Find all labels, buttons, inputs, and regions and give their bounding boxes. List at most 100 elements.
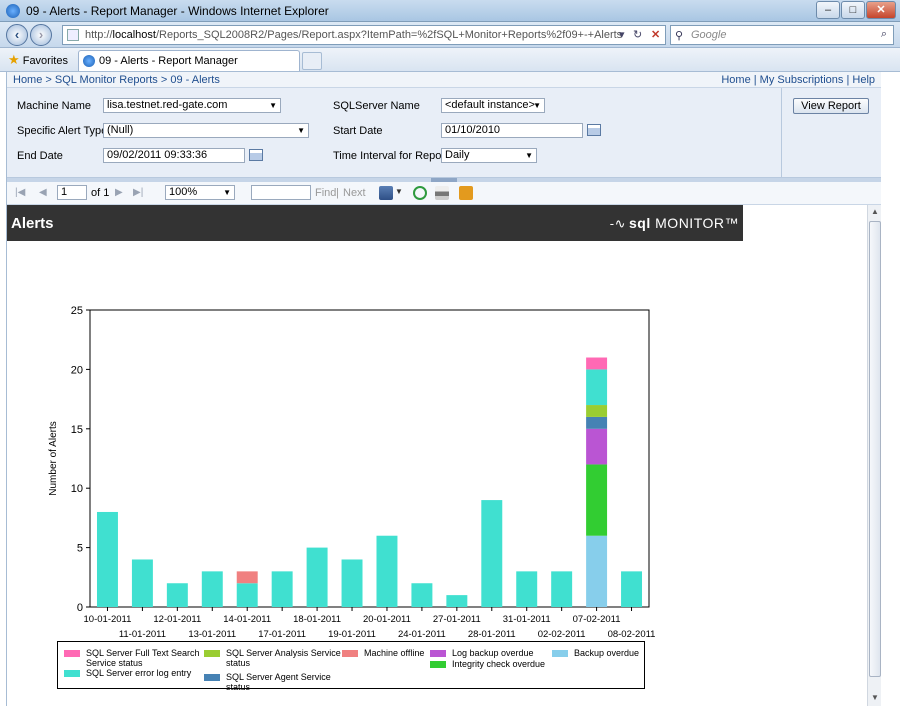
breadcrumb: Home > SQL Monitor Reports > 09 - Alerts…	[7, 72, 881, 88]
address-url[interactable]: http://localhost/Reports_SQL2008R2/Pages…	[85, 29, 623, 41]
browser-tab[interactable]: 09 - Alerts - Report Manager	[78, 50, 300, 71]
bar-segment	[586, 357, 608, 370]
favorites-bar: ★ Favorites 09 - Alerts - Report Manager	[0, 48, 900, 72]
alert-type-label: Specific Alert Type	[17, 125, 108, 137]
page-count: of 1	[91, 187, 110, 199]
dropdown-arrow-icon[interactable]: ▾	[619, 29, 625, 41]
new-tab-button[interactable]	[302, 52, 322, 70]
page-content: Home > SQL Monitor Reports > 09 - Alerts…	[6, 72, 894, 706]
x-tick-label: 08-02-2011	[608, 629, 656, 640]
next-page-icon[interactable]: ▶	[115, 187, 123, 198]
favorites-star-icon: ★	[8, 52, 20, 67]
previous-page-icon[interactable]: ◀	[39, 187, 47, 198]
y-tick-label: 20	[71, 364, 83, 376]
last-page-icon[interactable]: ▶|	[133, 187, 144, 198]
bar-segment	[341, 559, 363, 607]
scrollbar-thumb[interactable]	[869, 221, 881, 677]
legend-label: SQL Server Agent Service status	[226, 672, 331, 692]
bar-segment	[586, 369, 608, 406]
scroll-up-icon[interactable]: ▲	[871, 207, 879, 216]
first-page-icon[interactable]: |◀	[15, 187, 26, 198]
end-date-field[interactable]: 09/02/2011 09:33:36	[103, 148, 245, 163]
legend-swatch	[430, 650, 446, 657]
close-button[interactable]: ✕	[866, 1, 896, 19]
alerts-chart: 0 5 10 15 20 25 10-01-2011 11-01-2011 12-01-2011…	[48, 305, 656, 645]
export-dropdown-icon[interactable]: ▼	[395, 187, 403, 196]
page-number-input[interactable]: 1	[57, 185, 87, 200]
legend-label: Log backup overdue	[452, 648, 534, 658]
start-date-label: Start Date	[333, 125, 383, 137]
x-tick-label: 24-01-2011	[398, 629, 446, 640]
machine-name-label: Machine Name	[17, 100, 91, 112]
refresh-icon[interactable]: ↻	[633, 29, 643, 41]
alert-type-select[interactable]: (Null) ▼	[103, 123, 309, 138]
zoom-select[interactable]: 100% ▼	[165, 185, 235, 200]
search-input[interactable]: Google	[691, 29, 727, 41]
bar-segment	[376, 535, 398, 607]
chevron-down-icon: ▼	[533, 101, 541, 110]
report-header: Alerts -∿ sql MONITOR™	[7, 205, 743, 241]
find-input[interactable]	[251, 185, 311, 200]
x-tick-label: 13-01-2011	[188, 629, 236, 640]
maximize-button[interactable]: □	[841, 1, 865, 19]
search-icon[interactable]: ⌕	[880, 28, 887, 40]
print-icon[interactable]	[435, 186, 449, 200]
legend-swatch	[64, 650, 80, 657]
end-date-label: End Date	[17, 150, 63, 162]
breadcrumb-path[interactable]: Home > SQL Monitor Reports > 09 - Alerts	[13, 74, 220, 86]
legend-swatch	[64, 670, 80, 677]
header-links[interactable]: Home | My Subscriptions | Help	[721, 74, 875, 86]
sqlserver-name-label: SQLServer Name	[333, 100, 420, 112]
back-arrow-icon[interactable]: ‹	[6, 24, 28, 46]
chevron-down-icon: ▼	[297, 126, 305, 135]
bar-segment	[586, 535, 608, 607]
forward-arrow-icon[interactable]: ›	[30, 24, 52, 46]
sqlserver-name-select[interactable]: <default instance> ▼	[441, 98, 545, 113]
next-link[interactable]: Next	[343, 187, 366, 199]
bar-segment	[236, 571, 258, 584]
y-tick-label: 5	[77, 543, 83, 555]
bar-segment	[96, 511, 118, 607]
calendar-icon[interactable]	[587, 124, 601, 136]
legend-swatch	[430, 661, 446, 668]
interval-label: Time Interval for Report	[333, 150, 449, 162]
x-tick-label: 11-01-2011	[119, 629, 166, 640]
find-separator: |	[336, 187, 339, 199]
address-bar[interactable]: http://localhost/Reports_SQL2008R2/Pages…	[62, 25, 666, 45]
refresh-report-icon[interactable]	[413, 186, 427, 200]
chevron-down-icon: ▼	[525, 151, 533, 160]
param-splitter[interactable]	[7, 178, 881, 182]
minimize-button[interactable]: –	[816, 1, 840, 19]
bar-segment	[236, 583, 258, 607]
chevron-down-icon: ▼	[223, 188, 231, 197]
export-icon[interactable]	[379, 186, 393, 200]
report-parameters: Machine Name lisa.testnet.red-gate.com ▼ …	[7, 88, 881, 178]
bar-segment	[621, 571, 643, 607]
search-box[interactable]: ⚲ Google ⌕	[670, 25, 894, 45]
search-provider-icon: ⚲	[675, 30, 684, 42]
calendar-icon[interactable]	[249, 149, 263, 161]
view-report-button[interactable]: View Report	[793, 98, 869, 114]
legend-swatch	[204, 674, 220, 681]
x-tick-label: 14-01-2011	[223, 614, 271, 625]
splitter-grip-icon[interactable]	[431, 178, 457, 182]
x-tick-label: 18-01-2011	[293, 614, 341, 625]
stop-icon[interactable]: ✕	[651, 29, 661, 41]
x-tick-label: 20-01-2011	[363, 614, 411, 625]
x-tick-label: 02-02-2011	[538, 629, 586, 640]
machine-name-select[interactable]: lisa.testnet.red-gate.com ▼	[103, 98, 281, 113]
data-feed-icon[interactable]	[459, 186, 473, 200]
vertical-scrollbar[interactable]: ▲ ▼	[867, 205, 881, 706]
window-titlebar: 09 - Alerts - Report Manager - Windows I…	[0, 0, 900, 22]
bar-segment	[271, 571, 293, 607]
tab-title: 09 - Alerts - Report Manager	[99, 55, 238, 67]
interval-select[interactable]: Daily ▼	[441, 148, 537, 163]
waveform-icon: -∿	[609, 216, 627, 231]
legend-label: SQL Server error log entry	[86, 668, 192, 678]
bar-segment	[586, 405, 608, 417]
x-tick-label: 10-01-2011	[84, 614, 132, 625]
favorites-button[interactable]: ★ Favorites	[8, 52, 68, 67]
start-date-field[interactable]: 01/10/2010	[441, 123, 583, 138]
scroll-down-icon[interactable]: ▼	[871, 693, 879, 702]
find-link[interactable]: Find	[315, 187, 337, 199]
